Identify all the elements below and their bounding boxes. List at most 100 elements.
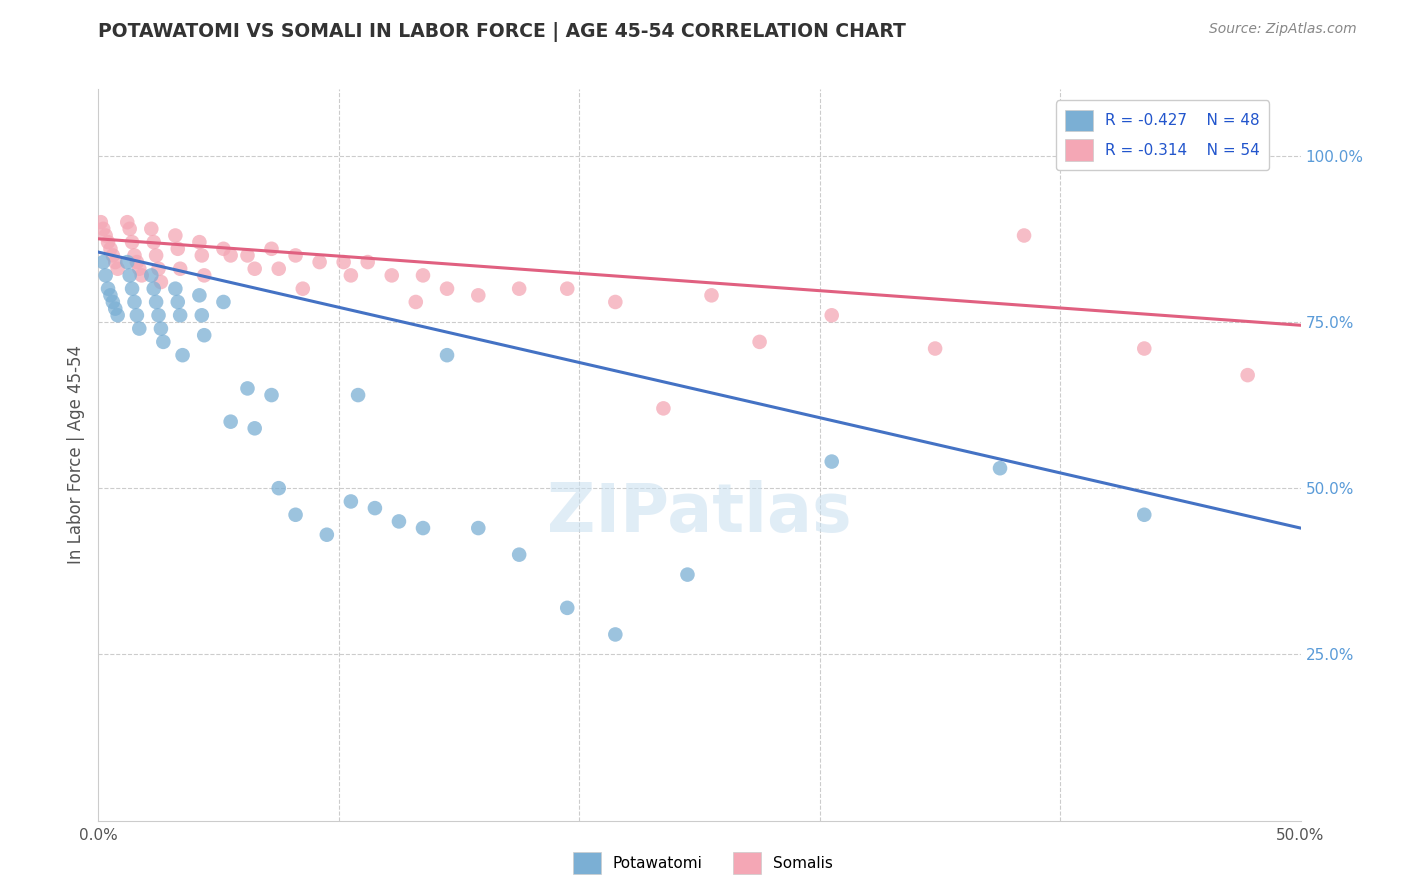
Point: [145, 248, 167, 262]
Point: [555, 282, 578, 296]
Point: [172, 348, 194, 362]
Point: [91, 255, 114, 269]
Point: [104, 301, 127, 316]
Point: [152, 334, 174, 349]
Point: [166, 295, 188, 310]
Point: [193, 328, 215, 343]
Point: [125, 308, 148, 322]
Point: [94, 228, 117, 243]
Text: POTAWATOMI VS SOMALI IN LABOR FORCE | AGE 45-54 CORRELATION CHART: POTAWATOMI VS SOMALI IN LABOR FORCE | AG…: [98, 22, 907, 42]
Point: [412, 521, 434, 535]
Point: [118, 268, 141, 283]
Point: [1236, 368, 1258, 383]
Point: [260, 242, 283, 256]
Point: [131, 268, 153, 283]
Point: [169, 261, 191, 276]
Point: [1133, 508, 1156, 522]
Legend: Potawatomi, Somalis: Potawatomi, Somalis: [567, 846, 839, 880]
Text: ZIPatlas: ZIPatlas: [547, 481, 852, 547]
Point: [315, 527, 337, 541]
Point: [236, 248, 259, 262]
Point: [467, 288, 489, 302]
Point: [676, 567, 699, 582]
Point: [148, 261, 170, 276]
Point: [381, 268, 404, 283]
Point: [101, 248, 124, 262]
Point: [555, 600, 578, 615]
Point: [90, 215, 112, 229]
Point: [652, 401, 675, 416]
Point: [291, 282, 314, 296]
Point: [357, 255, 380, 269]
Point: [118, 222, 141, 236]
Point: [508, 548, 530, 562]
Point: [124, 248, 146, 262]
Point: [821, 308, 844, 322]
Point: [94, 268, 117, 283]
Point: [91, 222, 114, 236]
Point: [107, 261, 129, 276]
Point: [191, 248, 214, 262]
Point: [188, 288, 211, 302]
Legend: R = -0.427    N = 48, R = -0.314    N = 54: R = -0.427 N = 48, R = -0.314 N = 54: [1056, 101, 1268, 169]
Point: [340, 494, 363, 508]
Point: [191, 308, 214, 322]
Point: [748, 334, 770, 349]
Point: [101, 295, 124, 310]
Point: [149, 275, 172, 289]
Point: [436, 282, 458, 296]
Point: [100, 242, 122, 256]
Point: [988, 461, 1011, 475]
Point: [141, 268, 163, 283]
Point: [128, 261, 150, 276]
Point: [1133, 342, 1156, 356]
Point: [169, 308, 191, 322]
Point: [145, 295, 167, 310]
Point: [104, 255, 127, 269]
Point: [308, 255, 330, 269]
Point: [347, 388, 370, 402]
Point: [243, 261, 266, 276]
Point: [142, 282, 165, 296]
Point: [436, 348, 458, 362]
Point: [121, 282, 143, 296]
Point: [125, 255, 148, 269]
Point: [284, 248, 307, 262]
Point: [388, 515, 411, 529]
Point: [1012, 228, 1035, 243]
Point: [412, 268, 434, 283]
Text: Source: ZipAtlas.com: Source: ZipAtlas.com: [1209, 22, 1357, 37]
Point: [212, 295, 235, 310]
Point: [149, 321, 172, 335]
Y-axis label: In Labor Force | Age 45-54: In Labor Force | Age 45-54: [66, 345, 84, 565]
Point: [97, 282, 120, 296]
Point: [284, 508, 307, 522]
Point: [236, 381, 259, 395]
Point: [605, 627, 627, 641]
Point: [605, 295, 627, 310]
Point: [117, 215, 139, 229]
Point: [141, 222, 163, 236]
Point: [100, 288, 122, 302]
Point: [364, 501, 387, 516]
Point: [121, 235, 143, 249]
Point: [267, 261, 290, 276]
Point: [332, 255, 354, 269]
Point: [924, 342, 946, 356]
Point: [260, 388, 283, 402]
Point: [165, 282, 187, 296]
Point: [193, 268, 215, 283]
Point: [219, 248, 242, 262]
Point: [166, 242, 188, 256]
Point: [107, 308, 129, 322]
Point: [243, 421, 266, 435]
Point: [188, 235, 211, 249]
Point: [148, 308, 170, 322]
Point: [821, 454, 844, 468]
Point: [700, 288, 723, 302]
Point: [128, 321, 150, 335]
Point: [508, 282, 530, 296]
Point: [340, 268, 363, 283]
Point: [124, 295, 146, 310]
Point: [97, 235, 120, 249]
